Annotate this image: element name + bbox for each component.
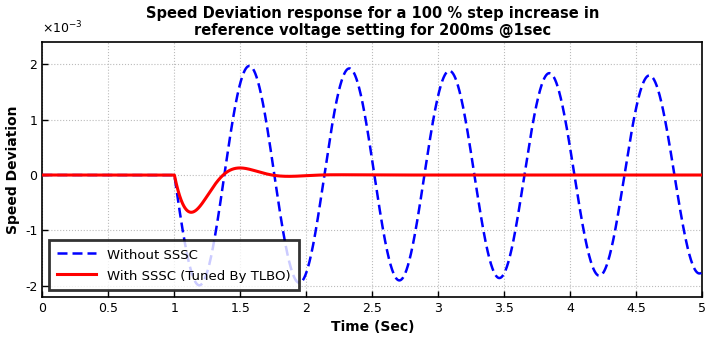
- With SSSC (Tuned By TLBO): [698, 173, 707, 177]
- Y-axis label: Speed Deviation: Speed Deviation: [6, 105, 19, 234]
- With SSSC (Tuned By TLBO): [664, 173, 672, 177]
- With SSSC (Tuned By TLBO): [41, 173, 50, 177]
- Without SSSC: [41, 173, 50, 177]
- Line: With SSSC (Tuned By TLBO): With SSSC (Tuned By TLBO): [42, 168, 703, 212]
- With SSSC (Tuned By TLBO): [78, 173, 86, 177]
- With SSSC (Tuned By TLBO): [361, 173, 370, 177]
- With SSSC (Tuned By TLBO): [38, 173, 46, 177]
- Without SSSC: [195, 283, 204, 287]
- Without SSSC: [78, 173, 86, 177]
- Without SSSC: [245, 64, 253, 68]
- With SSSC (Tuned By TLBO): [167, 173, 176, 177]
- Title: Speed Deviation response for a 100 % step increase in
reference voltage setting : Speed Deviation response for a 100 % ste…: [146, 5, 599, 38]
- With SSSC (Tuned By TLBO): [187, 210, 196, 214]
- Without SSSC: [167, 173, 176, 177]
- Text: $\times$10$^{-3}$: $\times$10$^{-3}$: [42, 20, 83, 37]
- Without SSSC: [361, 115, 370, 119]
- With SSSC (Tuned By TLBO): [66, 173, 74, 177]
- X-axis label: Time (Sec): Time (Sec): [330, 320, 414, 335]
- Line: Without SSSC: Without SSSC: [42, 66, 703, 285]
- With SSSC (Tuned By TLBO): [236, 166, 244, 170]
- Without SSSC: [664, 132, 672, 136]
- Without SSSC: [38, 173, 46, 177]
- Legend: Without SSSC, With SSSC (Tuned By TLBO): Without SSSC, With SSSC (Tuned By TLBO): [49, 240, 298, 290]
- Without SSSC: [66, 173, 74, 177]
- Without SSSC: [698, 270, 707, 274]
